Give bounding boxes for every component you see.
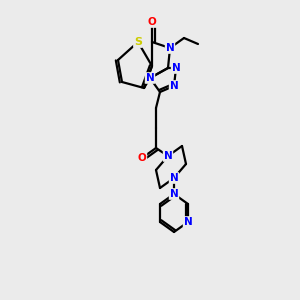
Text: O: O (148, 17, 156, 27)
Text: N: N (169, 81, 178, 91)
Text: N: N (169, 173, 178, 183)
Text: N: N (164, 151, 172, 161)
Text: S: S (134, 37, 142, 47)
Text: N: N (166, 43, 174, 53)
Text: N: N (172, 63, 180, 73)
Text: N: N (169, 189, 178, 199)
Text: O: O (138, 153, 146, 163)
Text: N: N (146, 73, 154, 83)
Text: N: N (184, 217, 192, 227)
